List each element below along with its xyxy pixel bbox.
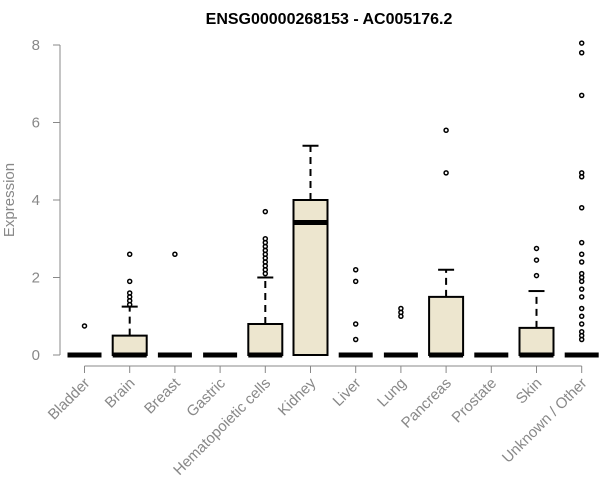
outlier-point — [533, 245, 540, 252]
box-pancreas — [428, 127, 465, 358]
x-tick-label: Pancreas — [398, 375, 455, 432]
outlier-point — [262, 236, 269, 242]
x-tick-label: Breast — [141, 374, 184, 417]
outlier-point — [443, 170, 449, 176]
outlier-point — [443, 127, 449, 133]
outlier-point — [578, 321, 585, 327]
outlier-point — [578, 259, 585, 265]
x-tick-label: Unknown / Other — [499, 375, 591, 467]
box-iqr — [518, 326, 555, 356]
y-tick-label: 8 — [32, 37, 40, 54]
outlier-point — [126, 278, 133, 285]
outlier-point — [578, 239, 585, 246]
x-tick-label: Liver — [330, 375, 365, 410]
box-kidney — [292, 144, 329, 356]
outlier-point — [578, 251, 585, 257]
box-unknown-other — [564, 40, 599, 358]
x-tick-label: Brain — [102, 375, 139, 412]
x-tick-label: Bladder — [45, 375, 94, 424]
outlier-point — [578, 313, 585, 319]
box-bladder — [67, 323, 102, 358]
outlier-point — [578, 305, 585, 312]
x-tick-label: Skin — [513, 375, 546, 408]
box-iqr — [428, 295, 465, 356]
outlier-point — [398, 305, 404, 312]
y-tick-label: 2 — [32, 270, 40, 287]
outlier-point — [352, 336, 359, 343]
outlier-point — [262, 208, 269, 215]
x-tick-label: Lung — [374, 375, 410, 411]
outlier-point — [578, 270, 585, 277]
outlier-point — [352, 321, 359, 327]
outlier-point — [578, 50, 585, 56]
box-series — [67, 40, 599, 358]
outlier-point — [352, 278, 359, 285]
x-tick-label: Kidney — [275, 374, 320, 419]
outlier-point — [533, 272, 540, 279]
outlier-point — [578, 329, 585, 335]
outlier-point — [578, 294, 585, 300]
y-tick-label: 0 — [32, 347, 40, 364]
box-brain — [111, 251, 148, 358]
box-lung — [383, 305, 418, 358]
y-axis: 0 2 4 6 8 — [32, 37, 61, 364]
box-iqr — [247, 323, 284, 356]
outlier-point — [578, 286, 585, 292]
outlier-point — [352, 267, 359, 273]
chart-title: ENSG00000268153 - AC005176.2 — [206, 11, 453, 28]
box-hematopoietic-cells — [247, 208, 284, 358]
outlier-point — [81, 323, 88, 329]
box-iqr — [292, 199, 329, 356]
box-liver — [338, 267, 373, 358]
box-breast — [157, 251, 192, 358]
outlier-point — [578, 92, 585, 99]
x-tick-label: Prostate — [449, 375, 501, 427]
y-tick-label: 6 — [32, 115, 40, 132]
box-iqr — [111, 334, 148, 356]
outlier-point — [126, 251, 133, 257]
outlier-point — [578, 205, 585, 211]
outlier-point — [533, 257, 540, 263]
outlier-point — [578, 40, 585, 46]
y-tick-label: 4 — [32, 192, 40, 209]
outlier-point — [578, 170, 585, 176]
y-axis-label: Expression — [1, 163, 18, 237]
box-skin — [518, 245, 555, 358]
outlier-point — [126, 290, 133, 296]
outlier-point — [172, 251, 178, 257]
